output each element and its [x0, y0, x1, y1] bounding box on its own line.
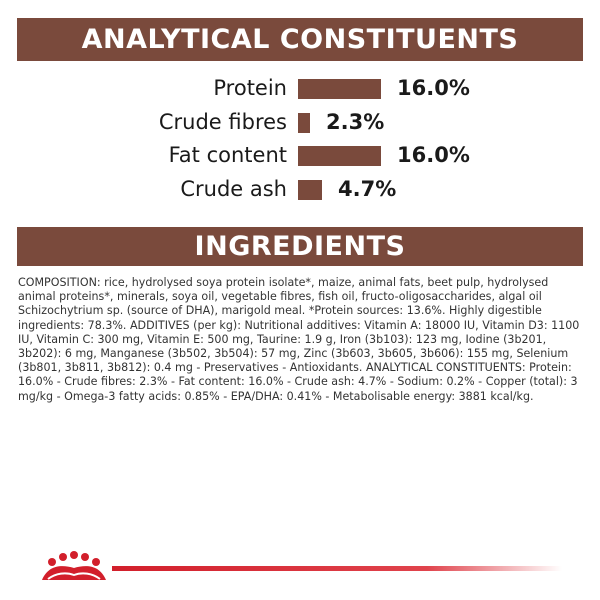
constituent-label: Fat content	[168, 143, 287, 167]
footer-red-line	[112, 566, 562, 571]
constituent-value: 2.3%	[326, 110, 385, 134]
constituent-label: Crude fibres	[158, 110, 287, 134]
ingredients-text: COMPOSITION: rice, hydrolysed soya prote…	[18, 276, 580, 403]
royal-canin-crown-icon	[42, 551, 106, 580]
constituent-row: Fat content 16.0%	[0, 140, 600, 170]
constituent-label: Protein	[213, 76, 287, 100]
constituent-bar	[298, 113, 310, 133]
constituent-bar	[298, 146, 381, 166]
constituent-bar	[298, 79, 381, 99]
constituent-row: Crude fibres 2.3%	[0, 107, 600, 137]
constituent-bar	[298, 180, 322, 200]
constituent-value: 16.0%	[397, 76, 470, 100]
ingredients-header: INGREDIENTS	[17, 227, 583, 266]
analytical-constituents-header: ANALYTICAL CONSTITUENTS	[17, 18, 583, 61]
constituent-row: Protein 16.0%	[0, 73, 600, 103]
analytical-constituents-title: ANALYTICAL CONSTITUENTS	[81, 24, 519, 55]
constituent-value: 16.0%	[397, 143, 470, 167]
constituent-row: Crude ash 4.7%	[0, 174, 600, 204]
constituent-label: Crude ash	[180, 177, 287, 201]
ingredients-title: INGREDIENTS	[194, 231, 406, 262]
constituent-value: 4.7%	[338, 177, 397, 201]
